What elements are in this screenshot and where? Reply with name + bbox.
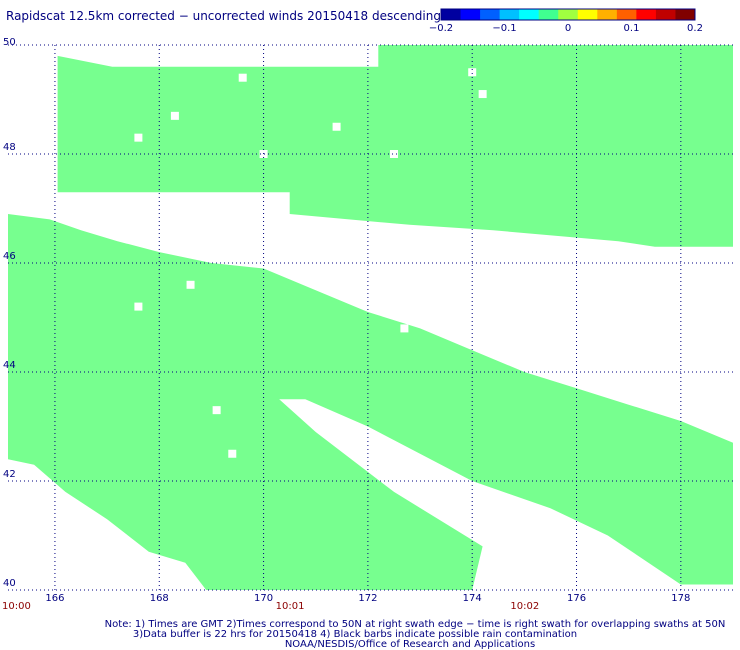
colorbar-tick-label: 0.2 — [687, 23, 703, 34]
data-gap-cell — [468, 68, 477, 77]
data-gap-cell — [212, 406, 221, 415]
colorbar-swatch — [655, 9, 676, 20]
chart-title: Rapidscat 12.5km corrected − uncorrected… — [6, 9, 441, 23]
y-tick-label: 42 — [3, 469, 16, 480]
swath-south — [8, 214, 733, 590]
colorbar-tick-label: 0 — [565, 23, 571, 34]
y-tick-label: 44 — [3, 360, 16, 371]
y-tick-label: 48 — [3, 142, 16, 153]
data-gap-cell — [186, 280, 195, 289]
note-line-1: Note: 1) Times are GMT 2)Times correspon… — [105, 619, 726, 630]
data-gap-cell — [332, 122, 341, 131]
data-gap-cell — [170, 111, 179, 120]
note-line-3: NOAA/NESDIS/Office of Research and Appli… — [285, 639, 535, 650]
data-gap-cell — [400, 324, 409, 333]
colorbar-frame — [440, 8, 696, 21]
x-tick-label: 176 — [567, 593, 586, 604]
data-gap-cell — [134, 302, 143, 311]
colorbar-swatch — [636, 9, 657, 20]
colorbar-tick-label: −0.1 — [492, 23, 516, 34]
colorbar-swatch — [538, 9, 559, 20]
x-tick-label: 166 — [45, 593, 64, 604]
colorbar-swatch — [499, 9, 520, 20]
colorbar-tick-label: 0.1 — [624, 23, 640, 34]
colorbar-swatch — [480, 9, 501, 20]
x-tick-label: 178 — [671, 593, 690, 604]
note-line-2: 3)Data buffer is 22 hrs for 20150418 4) … — [133, 629, 577, 640]
data-gap-cell — [134, 133, 143, 142]
y-tick-label: 40 — [3, 578, 16, 589]
colorbar-swatch — [519, 9, 540, 20]
swath-north — [57, 45, 734, 247]
colorbar-swatch — [577, 9, 598, 20]
plot-area — [8, 45, 734, 590]
y-tick-label: 50 — [3, 37, 16, 48]
colorbar-swatch — [597, 9, 618, 20]
colorbar-swatch — [616, 9, 637, 20]
data-gap-cell — [228, 449, 237, 458]
y-tick-label: 46 — [3, 251, 16, 262]
data-gap-cell — [238, 73, 247, 82]
note-block: Note: 1) Times are GMT 2)Times correspon… — [105, 619, 726, 650]
time-tick-label: 10:00 — [2, 601, 31, 612]
axes: 166 168 170 172 174 176 178 40 42 44 46 48 50 10:00 10… — [2, 37, 733, 612]
time-tick-label: 10:02 — [510, 601, 539, 612]
time-tick-label: 10:01 — [276, 601, 305, 612]
colorbar-legend: −0.2 −0.1 0 0.1 0.2 — [429, 8, 703, 34]
colorbar-swatch — [441, 9, 462, 20]
x-tick-label: 170 — [254, 593, 273, 604]
x-tick-label: 172 — [358, 593, 377, 604]
data-gap-cell — [478, 90, 487, 99]
x-tick-label: 168 — [150, 593, 169, 604]
data-gap-cell — [389, 150, 398, 158]
colorbar-swatch — [675, 9, 696, 20]
x-tick-label: 174 — [463, 593, 482, 604]
colorbar-swatch — [558, 9, 579, 20]
colorbar-swatch — [460, 9, 481, 20]
colorbar-tick-label: −0.2 — [429, 23, 453, 34]
